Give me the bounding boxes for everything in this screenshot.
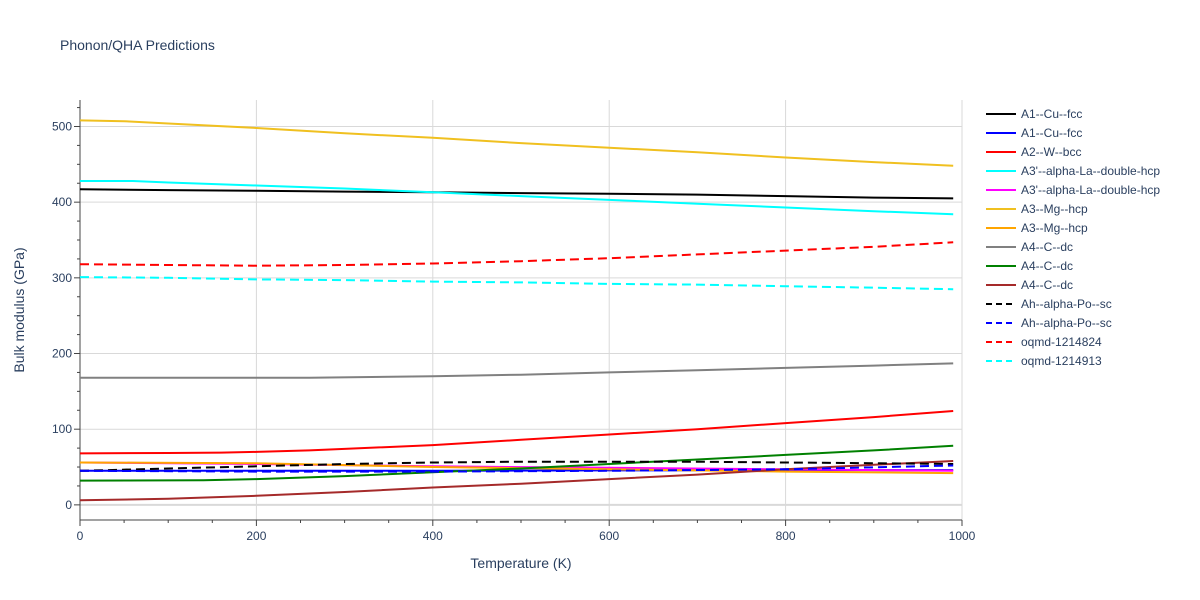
x-tick-label: 0 <box>77 529 84 543</box>
x-tick-label: 200 <box>246 529 266 543</box>
chart-title: Phonon/QHA Predictions <box>60 37 215 53</box>
legend-item[interactable]: A1--Cu--fcc <box>986 107 1082 121</box>
legend-label: A3'--alpha-La--double-hcp <box>1021 164 1160 178</box>
legend-label: A2--W--bcc <box>1021 145 1081 159</box>
series-line <box>80 180 954 216</box>
series-line <box>79 188 954 200</box>
legend-item[interactable]: A3'--alpha-La--double-hcp <box>986 183 1160 197</box>
legend-item[interactable]: Ah--alpha-Po--sc <box>986 316 1112 330</box>
legend-item[interactable]: oqmd-1214824 <box>986 335 1102 349</box>
legend-label: Ah--alpha-Po--sc <box>1021 297 1112 311</box>
legend-item[interactable]: Ah--alpha-Po--sc <box>986 297 1112 311</box>
y-tick-label: 200 <box>52 347 72 361</box>
legend-label: A4--C--dc <box>1021 278 1073 292</box>
legend-item[interactable]: A2--W--bcc <box>986 145 1081 159</box>
legend-label: A3--Mg--hcp <box>1021 221 1088 235</box>
legend-item[interactable]: A4--C--dc <box>986 240 1073 254</box>
legend-label: A3--Mg--hcp <box>1021 202 1088 216</box>
series-line <box>79 444 954 482</box>
legend-item[interactable]: A4--C--dc <box>986 278 1073 292</box>
legend-label: Ah--alpha-Po--sc <box>1021 316 1112 330</box>
x-tick-label: 800 <box>776 529 796 543</box>
y-tick-label: 500 <box>52 119 72 133</box>
legend-item[interactable]: A3--Mg--hcp <box>986 202 1088 216</box>
tick-layer: 0 200 400 600 800 1000 0 100 200 300 400 500 <box>52 100 976 543</box>
legend-label: A3'--alpha-La--double-hcp <box>1021 183 1160 197</box>
legend-label: A1--Cu--fcc <box>1021 126 1082 140</box>
series-line <box>79 276 954 291</box>
legend-label: A4--C--dc <box>1021 259 1073 273</box>
y-tick-label: 100 <box>52 422 72 436</box>
series-line <box>79 460 954 472</box>
series-line <box>79 119 954 167</box>
series-layer <box>79 119 954 502</box>
series-line <box>79 241 954 267</box>
y-axis-title: Bulk modulus (GPa) <box>11 247 27 372</box>
grid-layer <box>80 100 963 520</box>
series-line <box>79 410 954 455</box>
legend-item[interactable]: A3--Mg--hcp <box>986 221 1088 235</box>
legend-item[interactable]: A4--C--dc <box>986 259 1073 273</box>
y-tick-label: 300 <box>52 271 72 285</box>
legend-item[interactable]: oqmd-1214913 <box>986 354 1102 368</box>
legend-item[interactable]: A1--Cu--fcc <box>986 126 1082 140</box>
series-line <box>79 464 954 473</box>
legend: A1--Cu--fcc A1--Cu--fcc A2--W--bcc A3'--alp… <box>986 107 1160 368</box>
legend-label: oqmd-1214824 <box>1021 335 1102 349</box>
x-tick-label: 600 <box>599 529 619 543</box>
series-line <box>80 362 954 379</box>
x-tick-label: 400 <box>423 529 443 543</box>
legend-item[interactable]: A3'--alpha-La--double-hcp <box>986 164 1160 178</box>
x-axis-title: Temperature (K) <box>470 555 571 571</box>
y-tick-label: 0 <box>65 498 72 512</box>
legend-label: A1--Cu--fcc <box>1021 107 1082 121</box>
legend-label: oqmd-1214913 <box>1021 354 1102 368</box>
y-tick-label: 400 <box>52 195 72 209</box>
x-tick-label: 1000 <box>949 529 976 543</box>
legend-label: A4--C--dc <box>1021 240 1073 254</box>
